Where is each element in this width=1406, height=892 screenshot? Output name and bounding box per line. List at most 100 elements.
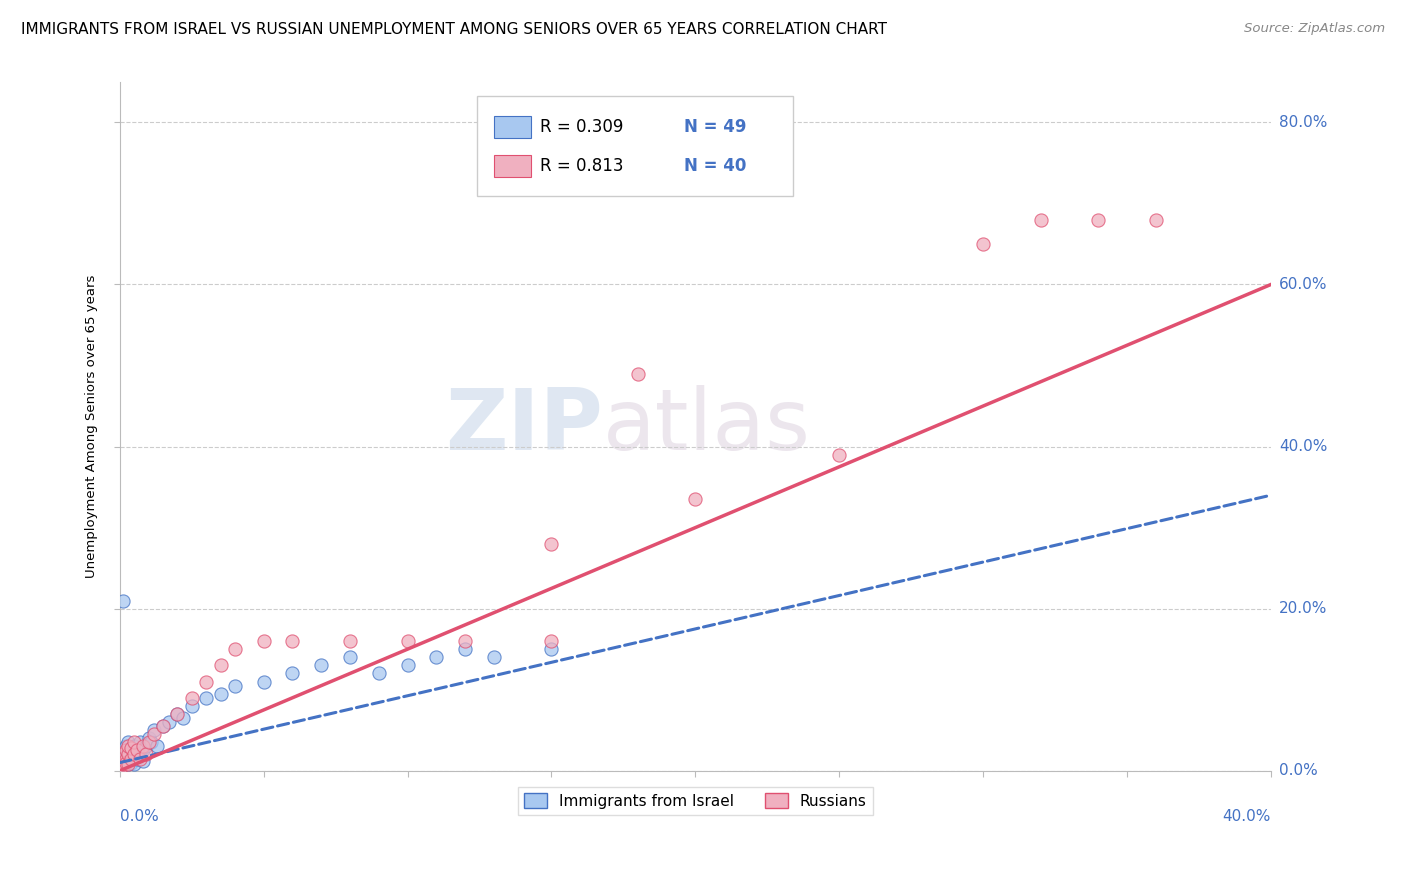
Point (120, 751, 142, 765)
Text: 0.0%: 0.0% (1279, 764, 1317, 778)
Point (111, 747, 134, 762)
Point (396, 634, 419, 648)
Point (540, 634, 562, 648)
Point (157, 715, 180, 730)
Point (482, 650, 505, 665)
Point (209, 687, 232, 701)
Y-axis label: Unemployment Among Seniors over 65 years: Unemployment Among Seniors over 65 years (86, 275, 98, 578)
Point (122, 747, 145, 762)
Point (132, 739, 155, 754)
Point (685, 492, 707, 507)
Point (339, 634, 361, 648)
Text: atlas: atlas (603, 384, 811, 467)
Point (114, 743, 136, 757)
Point (114, 743, 136, 757)
Point (1087, 212, 1109, 227)
Text: ZIP: ZIP (446, 384, 603, 467)
Point (132, 743, 155, 757)
Point (122, 747, 145, 762)
Point (143, 727, 166, 741)
Point (114, 756, 136, 770)
Point (120, 741, 142, 756)
Point (1144, 212, 1167, 227)
Point (172, 711, 194, 725)
Point (129, 747, 152, 762)
Point (180, 690, 202, 705)
Point (253, 634, 276, 648)
Point (110, 759, 132, 773)
Point (111, 757, 134, 772)
Text: R = 0.813: R = 0.813 (540, 157, 623, 175)
Point (180, 698, 202, 713)
Point (828, 448, 851, 462)
Point (120, 751, 142, 765)
Point (425, 650, 447, 665)
Point (114, 739, 136, 754)
Point (540, 537, 562, 551)
Point (135, 739, 157, 754)
FancyBboxPatch shape (477, 95, 793, 195)
Point (132, 754, 155, 768)
Point (127, 751, 149, 765)
Point (117, 747, 139, 762)
Text: 40.0%: 40.0% (1279, 439, 1327, 454)
Point (129, 735, 152, 749)
Point (454, 642, 477, 657)
Point (224, 679, 246, 693)
Text: Source: ZipAtlas.com: Source: ZipAtlas.com (1244, 22, 1385, 36)
Point (122, 739, 145, 754)
Point (146, 739, 169, 754)
Point (120, 756, 142, 770)
Text: 20.0%: 20.0% (1279, 601, 1327, 616)
Point (339, 650, 361, 665)
Point (152, 719, 174, 733)
Point (111, 754, 134, 768)
Point (135, 747, 157, 762)
Point (454, 634, 477, 648)
Point (129, 751, 152, 765)
Text: R = 0.309: R = 0.309 (540, 118, 623, 136)
Text: N = 49: N = 49 (683, 118, 747, 136)
Point (111, 747, 134, 762)
Text: 0.0%: 0.0% (120, 808, 159, 823)
Point (253, 674, 276, 689)
Point (127, 743, 149, 757)
Point (122, 757, 145, 772)
Point (143, 723, 166, 738)
Text: 80.0%: 80.0% (1279, 115, 1327, 130)
Point (127, 743, 149, 757)
Point (367, 666, 389, 681)
Point (138, 735, 160, 749)
FancyBboxPatch shape (494, 155, 530, 178)
Point (1029, 212, 1052, 227)
Point (972, 237, 994, 252)
Point (117, 739, 139, 754)
Point (114, 749, 136, 764)
Point (117, 757, 139, 772)
Point (110, 756, 132, 770)
Point (141, 735, 163, 749)
Point (111, 593, 134, 607)
Point (114, 756, 136, 770)
Point (166, 706, 188, 721)
Text: N = 40: N = 40 (683, 157, 747, 175)
Point (114, 751, 136, 765)
Point (540, 642, 562, 657)
Point (627, 367, 650, 381)
Point (166, 706, 188, 721)
Point (281, 666, 304, 681)
Text: 60.0%: 60.0% (1279, 277, 1327, 292)
Point (281, 634, 304, 648)
Point (117, 757, 139, 772)
Point (111, 751, 134, 765)
Point (138, 731, 160, 746)
Point (309, 658, 332, 673)
Point (152, 719, 174, 733)
Text: 40.0%: 40.0% (1223, 808, 1271, 823)
Point (396, 658, 419, 673)
Point (117, 754, 139, 768)
Point (195, 690, 218, 705)
FancyBboxPatch shape (494, 116, 530, 138)
Point (111, 756, 134, 770)
Point (117, 735, 139, 749)
